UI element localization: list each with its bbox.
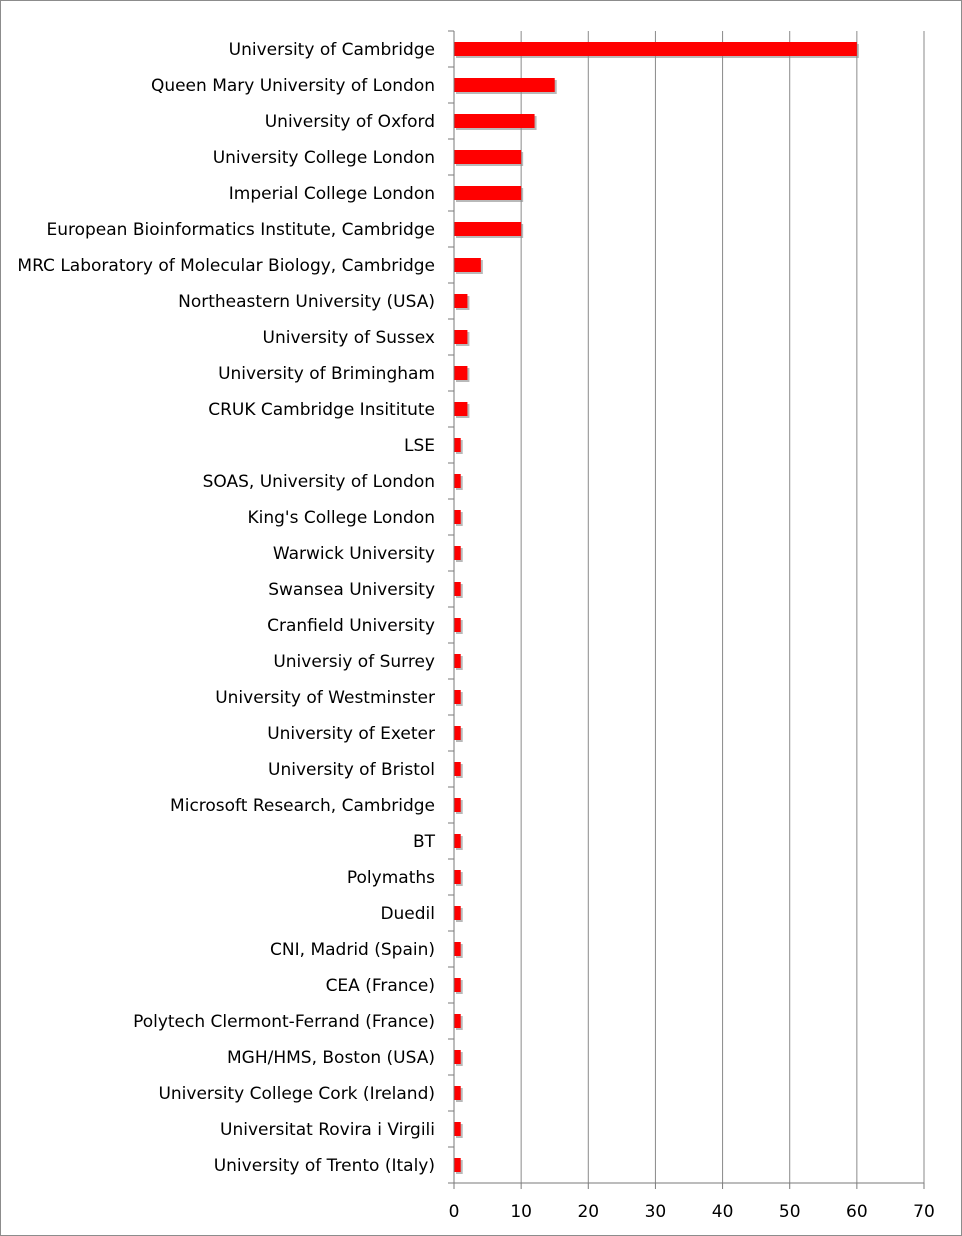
category-label: MRC Laboratory of Molecular Biology, Cam… [17, 256, 435, 276]
bar [454, 1086, 461, 1100]
bar [454, 1158, 461, 1172]
category-label: University of Cambridge [229, 40, 435, 60]
bar [454, 546, 461, 560]
bar [454, 366, 468, 380]
category-label: University of Exeter [267, 724, 435, 744]
bar [454, 582, 461, 596]
bar [454, 42, 857, 56]
category-label: SOAS, University of London [203, 472, 435, 492]
category-label: Northeastern University (USA) [178, 292, 435, 312]
bar [454, 474, 461, 488]
category-label: University College Cork (Ireland) [158, 1084, 435, 1104]
category-label: LSE [404, 436, 435, 456]
x-tick-label: 0 [449, 1202, 460, 1222]
bar [454, 870, 461, 884]
bar [454, 942, 461, 956]
category-label: Warwick University [273, 544, 435, 564]
category-label: CEA (France) [326, 976, 435, 996]
category-label: Queen Mary University of London [151, 76, 435, 96]
category-label: Polytech Clermont-Ferrand (France) [133, 1012, 435, 1032]
category-label: Universitat Rovira i Virgili [220, 1120, 435, 1140]
bar [454, 1014, 461, 1028]
bar [454, 510, 461, 524]
x-tick-label: 40 [712, 1202, 734, 1222]
x-tick-label: 10 [510, 1202, 532, 1222]
bar [454, 618, 461, 632]
category-label: University of Bristol [268, 760, 435, 780]
bar [454, 798, 461, 812]
bar [454, 690, 461, 704]
category-label: Universiy of Surrey [273, 652, 435, 672]
axes [448, 30, 925, 1189]
category-label: CRUK Cambridge Insititute [208, 400, 435, 420]
bar [454, 762, 461, 776]
bar [454, 1050, 461, 1064]
x-tick-label: 20 [577, 1202, 599, 1222]
category-label: University College London [213, 148, 435, 168]
bar [454, 1122, 461, 1136]
category-labels: University of Cambridge Queen Mary Univer… [17, 40, 435, 1176]
category-label: Microsoft Research, Cambridge [170, 796, 435, 816]
category-label: Imperial College London [229, 184, 435, 204]
bar [454, 438, 461, 452]
bar [454, 150, 522, 164]
category-label: King's College London [247, 508, 435, 528]
x-tick-label: 30 [645, 1202, 667, 1222]
bar [454, 114, 535, 128]
bar [454, 78, 555, 92]
bar [454, 834, 461, 848]
bar [454, 726, 461, 740]
category-label: Duedil [380, 904, 435, 924]
category-label: University of Trento (Italy) [214, 1156, 435, 1176]
bar [454, 906, 461, 920]
category-label: University of Oxford [265, 112, 435, 132]
x-tick-label: 70 [913, 1202, 935, 1222]
category-label: BT [413, 832, 436, 852]
category-label: University of Brimingham [218, 364, 435, 384]
bar [454, 294, 468, 308]
category-label: University of Westminster [215, 688, 435, 708]
category-label: Swansea University [268, 580, 435, 600]
bar [454, 978, 461, 992]
category-label: Polymaths [347, 868, 435, 888]
category-label: MGH/HMS, Boston (USA) [227, 1048, 435, 1068]
bars [454, 42, 859, 1174]
x-tick-label: 60 [846, 1202, 868, 1222]
category-label: Cranfield University [267, 616, 435, 636]
category-label: University of Sussex [263, 328, 435, 348]
bar [454, 402, 468, 416]
bar [454, 330, 468, 344]
bar [454, 222, 522, 236]
x-tick-label: 50 [779, 1202, 801, 1222]
bar [454, 186, 522, 200]
category-label: European Bioinformatics Institute, Cambr… [46, 220, 435, 240]
category-label: CNI, Madrid (Spain) [270, 940, 435, 960]
x-tick-labels: 0 10 20 30 40 50 60 70 [449, 1202, 935, 1222]
bar [454, 258, 481, 272]
grid-lines [520, 31, 925, 1183]
bar [454, 654, 461, 668]
